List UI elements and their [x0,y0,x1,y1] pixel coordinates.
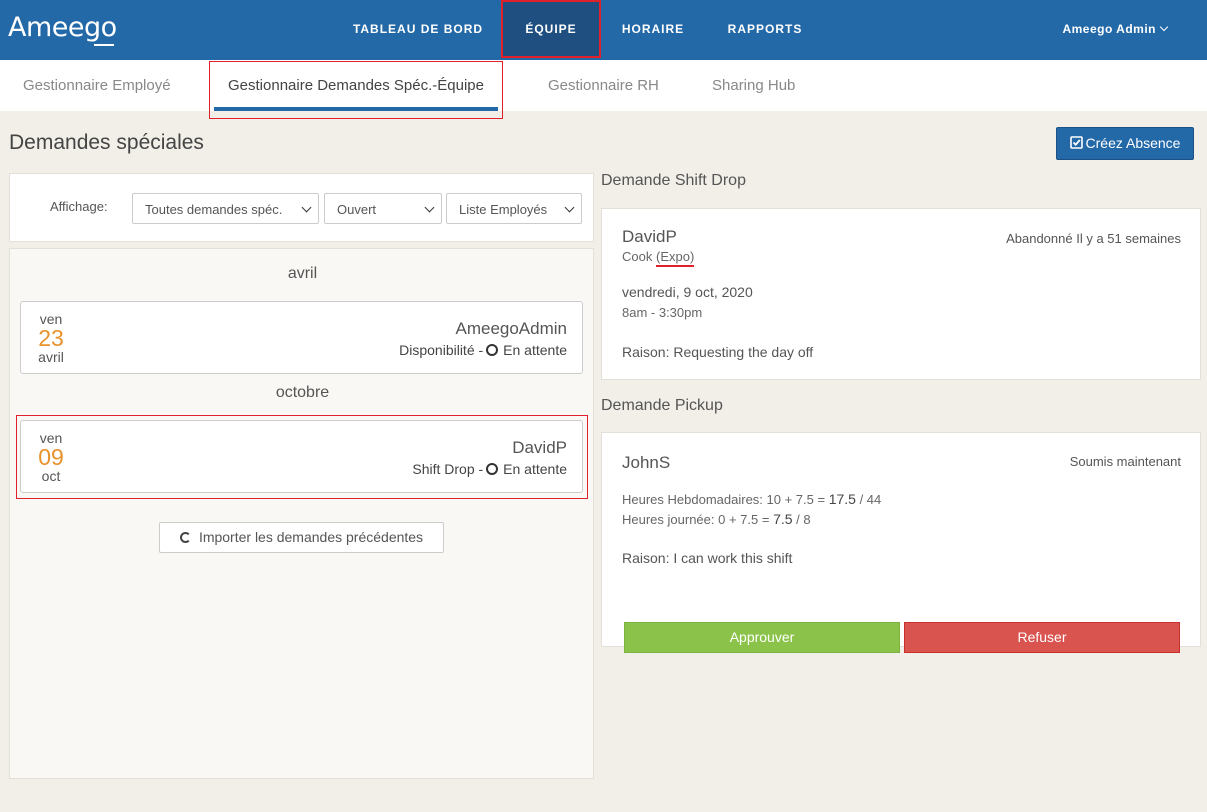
daily-hours-max: / 8 [796,512,811,527]
logo-underline [94,44,114,46]
shift-drop-panel: DavidP Abandonné Il y a 51 semaines Cook… [601,208,1201,380]
request-status: Disponibilité - En attente [399,342,567,358]
shift-drop-employee-name: DavidP [622,227,677,246]
employee-list-select[interactable]: Liste Employés [446,193,582,224]
shift-time: 8am - 3:30pm [622,305,703,320]
selected-request-highlight [16,415,588,499]
request-type-value: Toutes demandes spéc. [145,202,283,217]
import-previous-requests-button[interactable]: Importer les demandes précédentes [159,522,444,553]
employee-list-value: Liste Employés [459,202,548,217]
chevron-down-icon [301,202,312,213]
create-absence-label: Créez Absence [1085,135,1181,151]
weekly-hours-label: Heures Hebdomadaires: 10 + 7.5 = [622,492,826,507]
pickup-status: Soumis maintenant [1069,454,1181,469]
request-status-select[interactable]: Ouvert [324,193,442,224]
weekly-hours-max: / 44 [859,492,882,507]
request-status: Shift Drop - En attente [412,461,567,477]
request-type-select[interactable]: Toutes demandes spéc. [132,193,319,224]
request-weekday: ven [39,311,63,327]
filter-label: Affichage: [50,199,108,214]
active-tab-indicator [214,107,498,111]
request-list-panel: avril ven 23 avril AmeegoAdmin Disponibi… [9,248,594,779]
refresh-icon [179,532,191,543]
user-menu[interactable]: Ameego Admin [1062,0,1169,58]
month-heading: octobre [275,384,330,401]
pickup-employee-name: JohnS [622,453,671,472]
role-name: Cook [622,249,653,264]
tab-gestionnaire-demandes-label: Gestionnaire Demandes Spéc.-Équipe [228,77,484,94]
pending-circle-icon [486,463,499,475]
request-month: avril [38,349,64,365]
pending-circle-icon [486,344,499,356]
page-title: Demandes spéciales [9,131,204,154]
nav-tableau-de-bord[interactable]: TABLEAU DE BORD [352,22,484,36]
weekly-hours-total: 17.5 [828,491,856,507]
shift-date: vendredi, 9 oct, 2020 [622,284,753,300]
request-employee-name: AmeegoAdmin [455,319,567,338]
station-name: (Expo) [655,249,695,267]
sub-navbar: Gestionnaire Employé Gestionnaire Demand… [0,60,1207,119]
chevron-down-icon [424,202,435,213]
weekly-hours: Heures Hebdomadaires: 10 + 7.5 = 17.5 / … [622,491,881,507]
request-day: 09 [38,444,64,470]
request-month: oct [41,468,61,484]
approve-button[interactable]: Approuver [624,622,900,653]
nav-equipe[interactable]: ÉQUIPE [501,0,601,58]
request-card[interactable]: ven 09 oct DavidP Shift Drop - En attente [20,420,583,493]
request-status-value: Ouvert [337,202,377,217]
daily-hours: Heures journée: 0 + 7.5 = 7.5 / 8 [622,511,811,527]
checkbox-icon [1069,136,1083,149]
request-weekday: ven [39,430,63,446]
user-menu-label: Ameego Admin [1062,22,1156,36]
request-day: 23 [38,325,64,351]
create-absence-button[interactable]: Créez Absence [1056,127,1194,160]
request-type: Shift Drop - [412,461,484,477]
shift-drop-section-title: Demande Shift Drop [601,172,746,189]
ameego-logo[interactable]: Ameego [8,12,117,43]
tab-gestionnaire-demandes[interactable]: Gestionnaire Demandes Spéc.-Équipe [209,61,503,119]
shift-drop-role: Cook (Expo) [622,249,695,267]
month-heading: avril [287,265,318,282]
filter-panel: Affichage: Toutes demandes spéc. Ouvert … [9,173,594,242]
shift-drop-reason: Raison: Requesting the day off [622,344,814,360]
chevron-down-icon [1159,22,1169,32]
request-type: Disponibilité - [399,342,484,358]
daily-hours-total: 7.5 [773,511,793,527]
request-status-text: En attente [503,342,567,358]
top-navbar: Ameego TABLEAU DE BORD ÉQUIPE HORAIRE RA… [0,0,1207,60]
request-card[interactable]: ven 23 avril AmeegoAdmin Disponibilité -… [20,301,583,374]
import-label: Importer les demandes précédentes [198,529,424,545]
tab-gestionnaire-employe[interactable]: Gestionnaire Employé [23,77,171,94]
shift-drop-status: Abandonné Il y a 51 semaines [1006,231,1181,246]
daily-hours-label: Heures journée: 0 + 7.5 = [622,512,770,527]
chevron-down-icon [564,202,575,213]
tab-sharing-hub[interactable]: Sharing Hub [712,77,796,94]
pickup-section-title: Demande Pickup [601,397,723,414]
refuse-button[interactable]: Refuser [904,622,1180,653]
nav-rapports[interactable]: RAPPORTS [727,22,803,36]
pickup-reason: Raison: I can work this shift [622,550,793,566]
request-status-text: En attente [503,461,567,477]
nav-horaire[interactable]: HORAIRE [621,22,685,36]
request-employee-name: DavidP [512,438,567,457]
pickup-panel: JohnS Soumis maintenant Heures Hebdomada… [601,432,1201,653]
tab-gestionnaire-rh[interactable]: Gestionnaire RH [548,77,659,94]
